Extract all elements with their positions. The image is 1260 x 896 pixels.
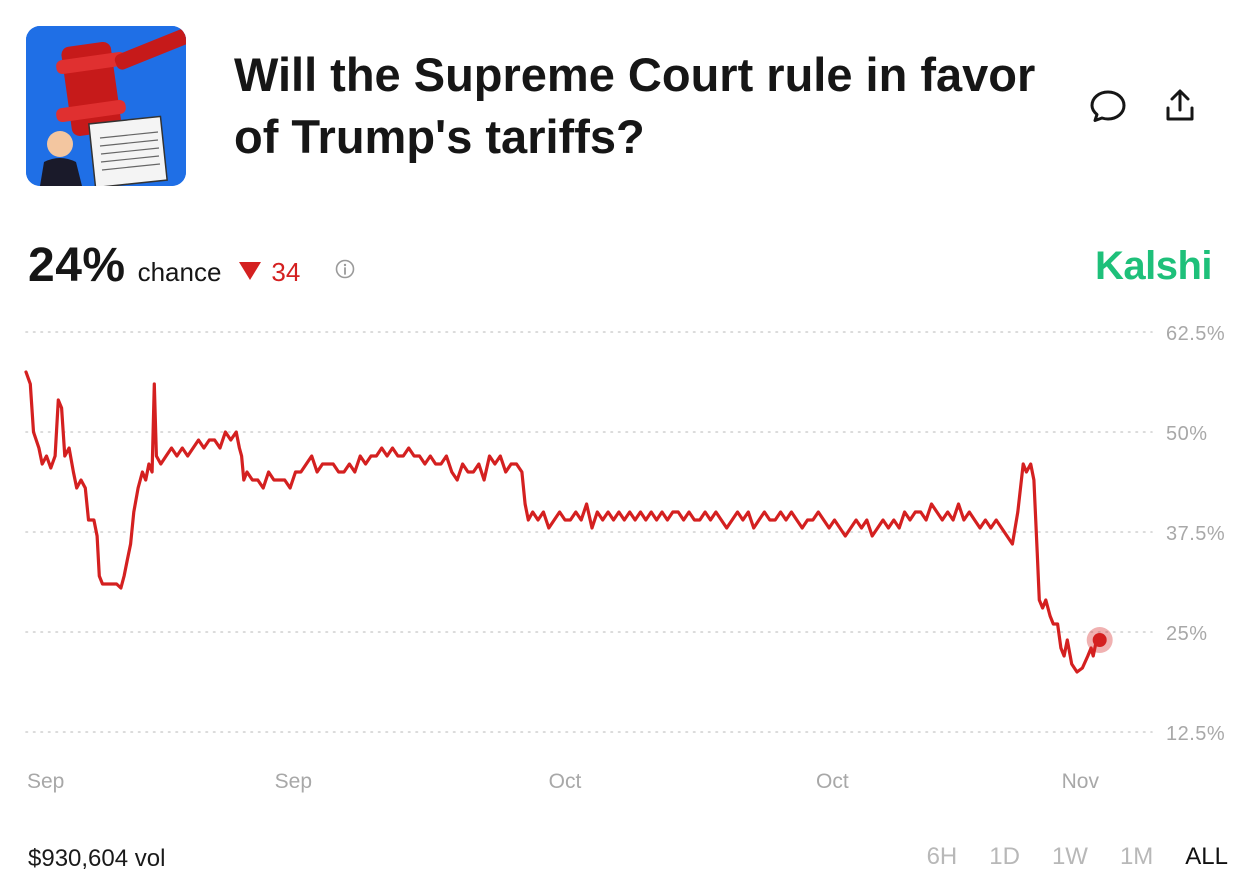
market-title: Will the Supreme Court rule in favor of … bbox=[234, 48, 1036, 163]
series-line bbox=[24, 370, 1102, 674]
y-tick-label: 62.5% bbox=[1166, 323, 1225, 345]
chance-label: chance bbox=[137, 257, 222, 287]
info-button[interactable] bbox=[335, 259, 355, 279]
market-thumbnail bbox=[26, 26, 186, 186]
share-icon bbox=[1166, 89, 1194, 121]
probability-value: 24% bbox=[28, 239, 126, 292]
x-tick-label: Sep bbox=[27, 770, 64, 793]
range-6h[interactable]: 6H bbox=[926, 843, 958, 870]
x-tick-label: Oct bbox=[816, 770, 849, 793]
y-tick-label: 25% bbox=[1166, 623, 1208, 645]
y-tick-label: 12.5% bbox=[1166, 723, 1225, 745]
brand-logo: Kalshi bbox=[1094, 244, 1213, 288]
range-1m[interactable]: 1M bbox=[1119, 843, 1154, 870]
probability-row: 24% chance 34 bbox=[28, 238, 300, 298]
share-button[interactable] bbox=[1160, 86, 1200, 126]
comment-button[interactable] bbox=[1088, 86, 1128, 126]
comment-icon bbox=[1090, 90, 1126, 122]
volume-label: $930,604 vol bbox=[28, 845, 166, 872]
range-1w[interactable]: 1W bbox=[1051, 843, 1088, 870]
x-tick-label: Nov bbox=[1062, 770, 1100, 793]
change-indicator: 34 bbox=[239, 257, 300, 288]
current-point-marker bbox=[1092, 633, 1107, 647]
y-tick-label: 37.5% bbox=[1166, 523, 1225, 545]
time-range-selector: 6H 1D 1W 1M ALL bbox=[895, 843, 1228, 871]
price-chart[interactable]: 62.5% 50% 37.5% 25% 12.5% Sep Sep Oct Oct Nov bbox=[0, 300, 1260, 800]
y-tick-label: 50% bbox=[1166, 423, 1208, 445]
x-tick-label: Oct bbox=[549, 770, 582, 793]
down-triangle-icon bbox=[239, 262, 262, 280]
info-icon bbox=[335, 259, 355, 279]
change-value: 34 bbox=[271, 257, 301, 287]
range-all[interactable]: ALL bbox=[1185, 843, 1228, 870]
range-1d[interactable]: 1D bbox=[989, 843, 1020, 870]
x-tick-label: Sep bbox=[275, 770, 312, 793]
gavel-image-icon bbox=[26, 26, 186, 186]
